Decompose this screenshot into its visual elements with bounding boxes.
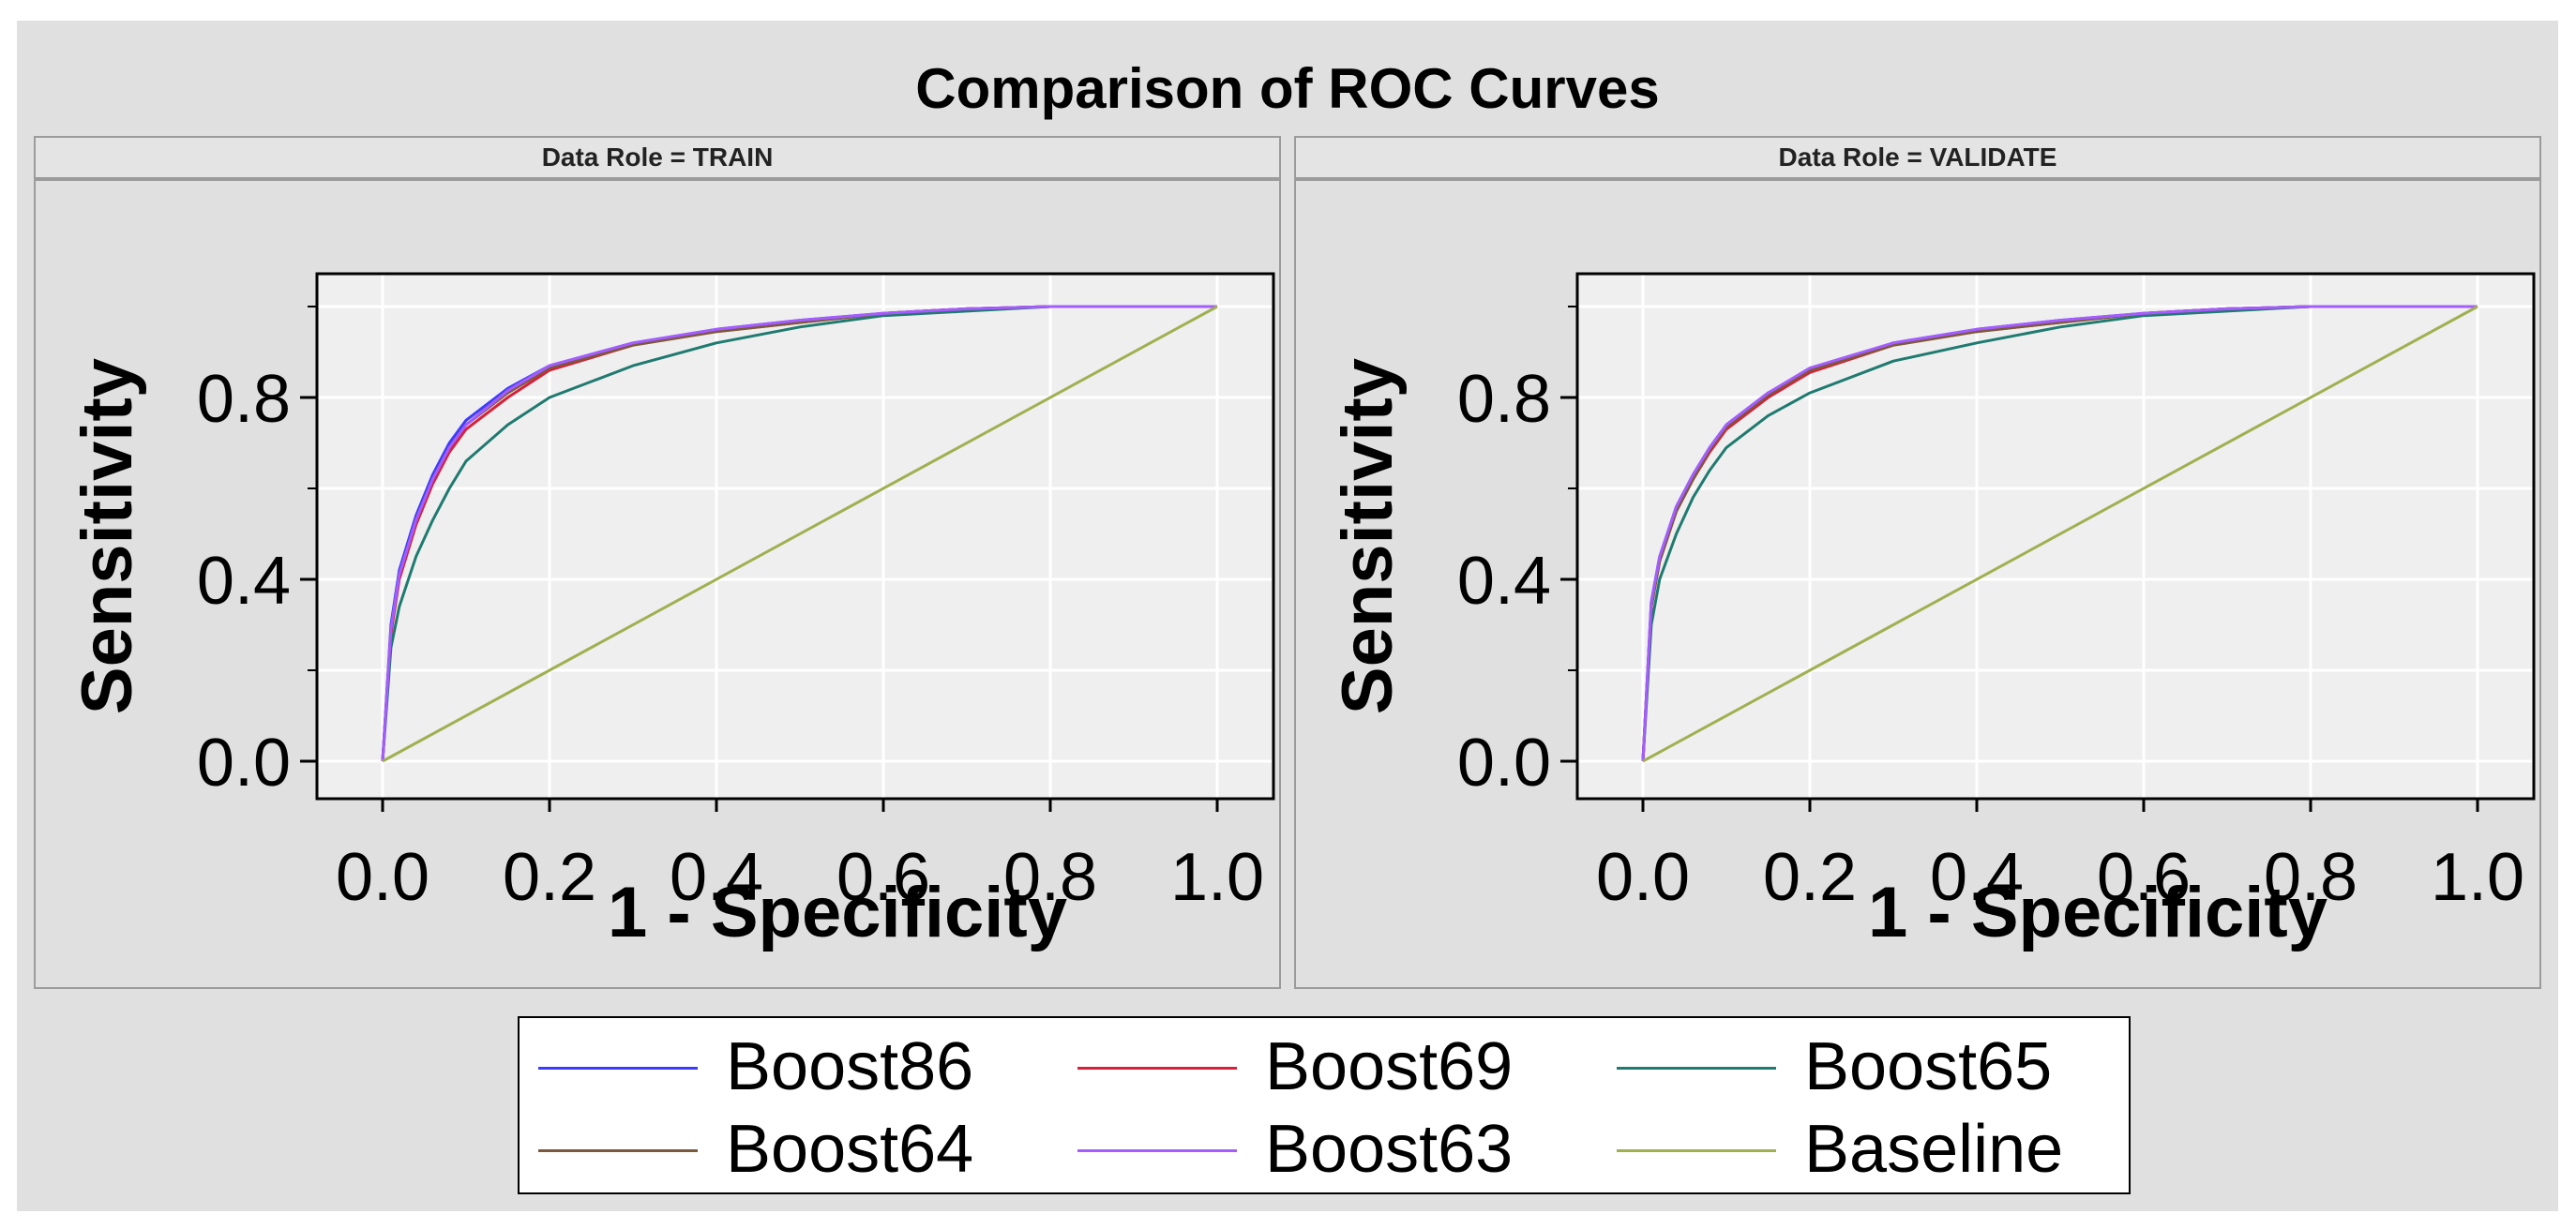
plot-frame-validate (1575, 272, 2536, 801)
x-tick-label: 0.2 (503, 840, 596, 915)
x-tick-label: 1.0 (2431, 840, 2524, 915)
x-tick-label: 0.4 (670, 840, 763, 915)
legend-label-boost65: Boost65 (1804, 1029, 2053, 1104)
legend-swatch-baseline (1617, 1149, 1776, 1152)
legend-item-boost64: Boost64 (538, 1112, 1045, 1187)
y-tick-label: 0.0 (197, 726, 291, 801)
x-tick-label: 0.8 (1003, 840, 1097, 915)
series-line-baseline (382, 305, 1218, 763)
plot-frame-train (315, 272, 1275, 801)
legend-item-boost63: Boost63 (1077, 1112, 1584, 1187)
x-tick-label: 0.6 (836, 840, 930, 915)
legend-item-baseline: Baseline (1617, 1112, 2123, 1187)
roc-plot-validate: 0.0 0.4 0.8 0.0 0.2 0.4 0.6 0.8 1.0 1 - Specifici… (1328, 272, 2536, 952)
legend-swatch-boost69 (1077, 1067, 1237, 1070)
y-tick-label: 0.0 (1457, 726, 1551, 801)
series-line-baseline (1642, 305, 2478, 763)
series-line-boost63 (1641, 305, 2478, 762)
legend-swatch-boost65 (1617, 1067, 1776, 1070)
y-tick-label: 0.4 (197, 544, 291, 619)
panel-header-train: Data Role = TRAIN (36, 138, 1279, 181)
series-line-boost65 (381, 305, 1217, 762)
chart-frame: Comparison of ROC Curves Data Role = TRA… (17, 21, 2558, 1211)
x-tick-label: 0.4 (1930, 840, 2024, 915)
x-tick-label: 0.0 (336, 840, 429, 915)
panel-header-validate: Data Role = VALIDATE (1296, 138, 2539, 181)
x-tick-label: 1.0 (1170, 840, 1264, 915)
panel-validate: Data Role = VALIDATE 0.0 0.4 0.8 0.0 0.2 0.4 0… (1294, 136, 2541, 989)
legend-item-boost69: Boost69 (1077, 1029, 1584, 1104)
y-axis-label: Sensitivity (1328, 358, 1408, 714)
legend-label-boost86: Boost86 (726, 1029, 974, 1104)
legend-swatch-boost64 (538, 1149, 698, 1152)
legend: Boost86 Boost69 Boost65 Boost64 Boost63 … (518, 1016, 2131, 1194)
legend-label-baseline: Baseline (1804, 1112, 2064, 1187)
legend-label-boost63: Boost63 (1265, 1112, 1514, 1187)
x-axis-label: 1 - Specificity (1868, 873, 2327, 952)
x-tick-label: 0.6 (2097, 840, 2191, 915)
y-tick-label: 0.8 (197, 362, 291, 437)
legend-item-boost86: Boost86 (538, 1029, 1045, 1104)
legend-swatch-boost63 (1077, 1149, 1237, 1152)
x-axis-label: 1 - Specificity (608, 873, 1067, 952)
y-tick-label: 0.8 (1457, 362, 1551, 437)
x-tick-label: 0.8 (2264, 840, 2358, 915)
y-tick-label: 0.4 (1457, 544, 1551, 619)
legend-item-boost65: Boost65 (1617, 1029, 2123, 1104)
panel-train: Data Role = TRAIN 0.0 0.4 0.8 0.0 0.2 0.4 0.6 0… (34, 136, 1281, 989)
y-axis-label: Sensitivity (68, 358, 147, 714)
series-line-boost65 (1641, 305, 2478, 762)
series-line-boost63 (381, 305, 1217, 762)
chart-title: Comparison of ROC Curves (915, 57, 1660, 120)
legend-label-boost64: Boost64 (726, 1112, 974, 1187)
x-tick-label: 0.0 (1596, 840, 1690, 915)
legend-label-boost69: Boost69 (1265, 1029, 1514, 1104)
legend-swatch-boost86 (538, 1067, 698, 1070)
roc-plot-train: 0.0 0.4 0.8 0.0 0.2 0.4 0.6 0.8 1.0 1 - Specifici… (68, 272, 1275, 952)
x-tick-label: 0.2 (1763, 840, 1857, 915)
